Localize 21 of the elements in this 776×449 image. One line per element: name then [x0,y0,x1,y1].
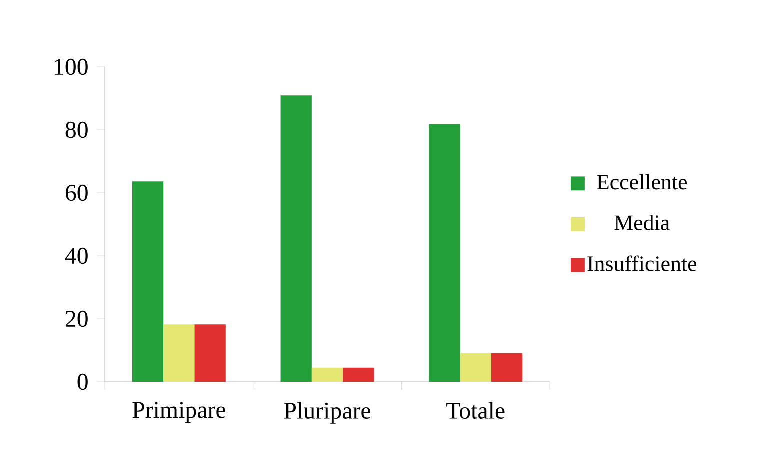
y-tick-label: 80 [66,122,88,138]
bar [164,324,195,382]
x-tick-label: Totale [446,402,505,419]
y-tick-label: 100 [55,58,88,76]
bar [491,353,523,382]
bar [312,368,344,382]
y-tick-label: 0 [78,374,88,390]
bar [132,182,164,382]
legend-label: Eccellente [597,174,688,190]
x-tick-label: Primipare [132,402,226,424]
x-tick-label: Pluripare [284,402,370,424]
legend-label: Media [614,214,670,230]
bar [460,353,492,382]
y-tick-label: 60 [66,184,88,202]
bar [280,96,312,382]
bar [429,124,460,382]
bar [343,368,374,382]
bar [194,324,226,382]
y-tick-label: 40 [65,248,88,264]
legend-label: Insufficiente [588,256,697,272]
y-tick-label: 20 [66,310,88,328]
